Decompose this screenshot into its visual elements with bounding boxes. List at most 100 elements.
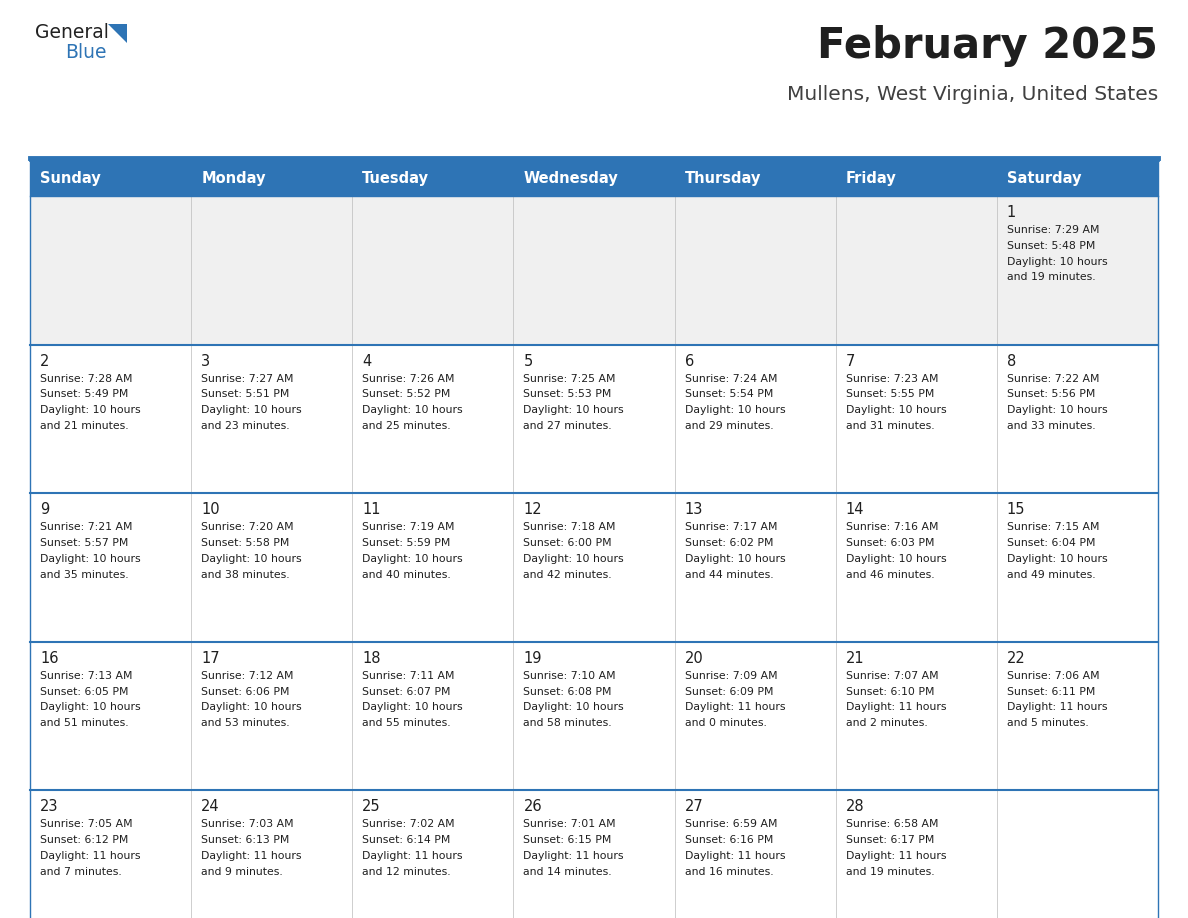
Text: 25: 25 — [362, 800, 381, 814]
Text: 1: 1 — [1007, 205, 1016, 220]
Text: and 16 minutes.: and 16 minutes. — [684, 867, 773, 877]
Text: Sunset: 5:51 PM: Sunset: 5:51 PM — [201, 389, 290, 399]
Text: 13: 13 — [684, 502, 703, 517]
Text: 22: 22 — [1007, 651, 1025, 666]
Text: Daylight: 10 hours: Daylight: 10 hours — [362, 405, 463, 415]
Text: and 19 minutes.: and 19 minutes. — [846, 867, 934, 877]
Bar — [513, 790, 675, 918]
Text: Sunset: 5:48 PM: Sunset: 5:48 PM — [1007, 241, 1095, 251]
Text: and 46 minutes.: and 46 minutes. — [846, 569, 934, 579]
Text: Sunset: 6:00 PM: Sunset: 6:00 PM — [524, 538, 612, 548]
Text: Blue: Blue — [65, 43, 107, 62]
Bar — [30, 344, 191, 493]
Bar — [30, 493, 191, 642]
Text: and 49 minutes.: and 49 minutes. — [1007, 569, 1095, 579]
Text: and 5 minutes.: and 5 minutes. — [1007, 718, 1088, 728]
Text: and 12 minutes.: and 12 minutes. — [362, 867, 451, 877]
Text: and 55 minutes.: and 55 minutes. — [362, 718, 451, 728]
Text: and 44 minutes.: and 44 minutes. — [684, 569, 773, 579]
Text: Sunrise: 7:12 AM: Sunrise: 7:12 AM — [201, 671, 293, 681]
Bar — [191, 344, 353, 493]
Text: Sunrise: 7:07 AM: Sunrise: 7:07 AM — [846, 671, 939, 681]
Text: 28: 28 — [846, 800, 865, 814]
Text: Daylight: 10 hours: Daylight: 10 hours — [524, 702, 624, 712]
Text: Sunrise: 7:21 AM: Sunrise: 7:21 AM — [40, 522, 133, 532]
Text: Sunset: 5:59 PM: Sunset: 5:59 PM — [362, 538, 450, 548]
Text: Sunset: 6:07 PM: Sunset: 6:07 PM — [362, 687, 450, 697]
Polygon shape — [108, 24, 127, 43]
Text: Daylight: 11 hours: Daylight: 11 hours — [684, 702, 785, 712]
Text: Sunrise: 7:11 AM: Sunrise: 7:11 AM — [362, 671, 455, 681]
Text: Daylight: 10 hours: Daylight: 10 hours — [40, 554, 140, 564]
Text: Sunset: 5:52 PM: Sunset: 5:52 PM — [362, 389, 450, 399]
Bar — [191, 642, 353, 790]
Text: 15: 15 — [1007, 502, 1025, 517]
Bar — [997, 344, 1158, 493]
Text: 14: 14 — [846, 502, 864, 517]
Text: and 58 minutes.: and 58 minutes. — [524, 718, 612, 728]
Text: Daylight: 10 hours: Daylight: 10 hours — [684, 554, 785, 564]
Bar — [513, 642, 675, 790]
Bar — [353, 790, 513, 918]
Bar — [675, 642, 835, 790]
Text: and 40 minutes.: and 40 minutes. — [362, 569, 451, 579]
Bar — [353, 493, 513, 642]
Text: 17: 17 — [201, 651, 220, 666]
Text: 12: 12 — [524, 502, 542, 517]
Text: Sunset: 6:02 PM: Sunset: 6:02 PM — [684, 538, 773, 548]
Text: Sunset: 6:16 PM: Sunset: 6:16 PM — [684, 835, 773, 845]
Text: 8: 8 — [1007, 353, 1016, 369]
Bar — [835, 642, 997, 790]
Text: Sunrise: 7:28 AM: Sunrise: 7:28 AM — [40, 374, 133, 384]
Text: Sunrise: 6:58 AM: Sunrise: 6:58 AM — [846, 820, 939, 829]
Text: Sunset: 6:08 PM: Sunset: 6:08 PM — [524, 687, 612, 697]
Bar — [353, 196, 513, 344]
Bar — [835, 790, 997, 918]
Text: Sunday: Sunday — [40, 171, 101, 185]
Text: and 14 minutes.: and 14 minutes. — [524, 867, 612, 877]
Text: 7: 7 — [846, 353, 855, 369]
Text: and 38 minutes.: and 38 minutes. — [201, 569, 290, 579]
Bar — [675, 344, 835, 493]
Text: 19: 19 — [524, 651, 542, 666]
Text: Daylight: 11 hours: Daylight: 11 hours — [846, 702, 946, 712]
Text: Daylight: 11 hours: Daylight: 11 hours — [1007, 702, 1107, 712]
Text: Sunrise: 6:59 AM: Sunrise: 6:59 AM — [684, 820, 777, 829]
Text: Sunset: 6:09 PM: Sunset: 6:09 PM — [684, 687, 773, 697]
Text: Sunrise: 7:15 AM: Sunrise: 7:15 AM — [1007, 522, 1099, 532]
Text: 20: 20 — [684, 651, 703, 666]
Text: Daylight: 10 hours: Daylight: 10 hours — [362, 702, 463, 712]
Bar — [513, 160, 675, 196]
Text: Sunrise: 7:29 AM: Sunrise: 7:29 AM — [1007, 225, 1099, 235]
Text: Sunset: 5:56 PM: Sunset: 5:56 PM — [1007, 389, 1095, 399]
Text: and 23 minutes.: and 23 minutes. — [201, 421, 290, 431]
Text: Sunrise: 7:22 AM: Sunrise: 7:22 AM — [1007, 374, 1099, 384]
Text: Thursday: Thursday — [684, 171, 762, 185]
Text: Sunrise: 7:18 AM: Sunrise: 7:18 AM — [524, 522, 615, 532]
Bar — [353, 344, 513, 493]
Bar — [997, 642, 1158, 790]
Text: Sunrise: 7:16 AM: Sunrise: 7:16 AM — [846, 522, 939, 532]
Text: Daylight: 11 hours: Daylight: 11 hours — [201, 851, 302, 861]
Text: Sunset: 6:17 PM: Sunset: 6:17 PM — [846, 835, 934, 845]
Text: 23: 23 — [40, 800, 58, 814]
Text: and 9 minutes.: and 9 minutes. — [201, 867, 283, 877]
Bar — [835, 196, 997, 344]
Bar — [835, 344, 997, 493]
Text: and 35 minutes.: and 35 minutes. — [40, 569, 128, 579]
Text: Saturday: Saturday — [1007, 171, 1081, 185]
Text: General: General — [34, 23, 109, 42]
Text: Sunset: 6:04 PM: Sunset: 6:04 PM — [1007, 538, 1095, 548]
Text: and 19 minutes.: and 19 minutes. — [1007, 273, 1095, 283]
Bar — [997, 196, 1158, 344]
Text: Daylight: 10 hours: Daylight: 10 hours — [362, 554, 463, 564]
Text: Sunset: 6:10 PM: Sunset: 6:10 PM — [846, 687, 934, 697]
Text: Sunset: 5:49 PM: Sunset: 5:49 PM — [40, 389, 128, 399]
Text: 4: 4 — [362, 353, 372, 369]
Text: Sunset: 5:53 PM: Sunset: 5:53 PM — [524, 389, 612, 399]
Text: 9: 9 — [40, 502, 49, 517]
Text: 24: 24 — [201, 800, 220, 814]
Text: 26: 26 — [524, 800, 542, 814]
Bar — [191, 493, 353, 642]
Text: and 53 minutes.: and 53 minutes. — [201, 718, 290, 728]
